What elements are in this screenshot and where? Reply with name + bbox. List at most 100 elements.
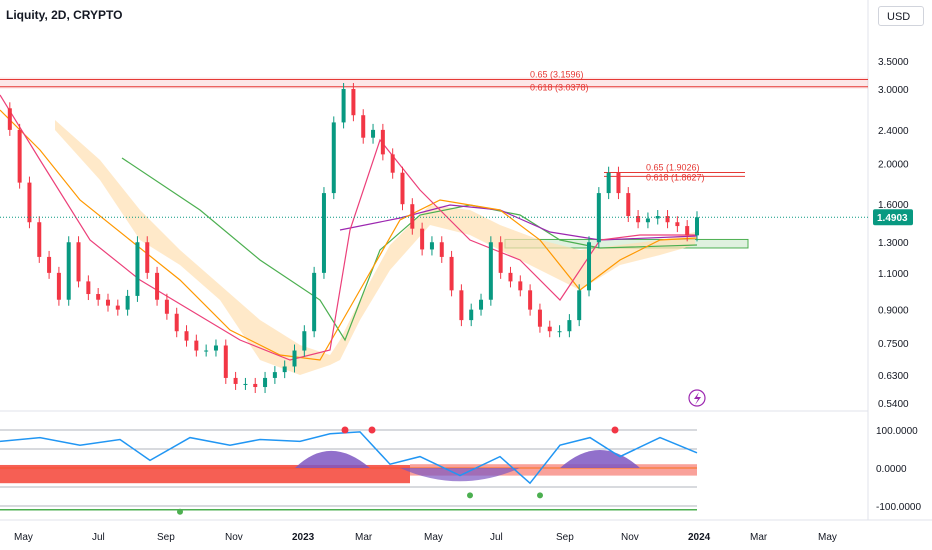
candle-body (115, 305, 120, 310)
price-tick: 3.0000 (878, 85, 909, 96)
candle-body (636, 216, 641, 223)
candle-body (145, 242, 150, 273)
candle-body (135, 242, 140, 296)
time-tick: Jul (92, 532, 105, 543)
osc-tick: 100.0000 (876, 426, 918, 437)
candle-body (567, 320, 572, 332)
fib-label: 0.618 (1.8627) (646, 172, 705, 182)
chart-title: Liquity, 2D, CRYPTO (6, 8, 123, 22)
candle-body (7, 108, 12, 130)
price-tick: 1.1000 (878, 269, 909, 280)
candle-body (17, 129, 22, 183)
candle-body (66, 242, 71, 300)
price-tick: 0.7500 (878, 339, 909, 350)
time-tick: May (818, 532, 837, 543)
candle-body (302, 331, 307, 351)
candle-body (577, 290, 582, 321)
currency-selector[interactable]: USD (878, 6, 924, 26)
candle-body (56, 272, 61, 300)
candle-body (125, 295, 130, 310)
price-tick: 0.6300 (878, 371, 909, 382)
candle-body (469, 309, 474, 321)
candle-body (537, 309, 542, 327)
candle-body (184, 331, 189, 341)
candle-body (380, 129, 385, 155)
candle-body (400, 172, 405, 205)
candle-body (351, 89, 356, 116)
time-tick: Nov (225, 532, 243, 543)
candle-body (439, 242, 444, 257)
fib-zone-top (0, 77, 868, 89)
osc-tick: -100.0000 (876, 502, 921, 513)
fib-label: 0.65 (3.1596) (530, 70, 584, 80)
osc-red-hist-2 (410, 464, 697, 476)
osc-signal-dot (341, 426, 349, 434)
price-tick: 3.5000 (878, 57, 909, 68)
time-tick: Mar (750, 532, 768, 543)
candle-body (233, 377, 238, 384)
osc-purple-hump (295, 450, 370, 468)
osc-signal-dot (467, 492, 473, 499)
candle-body (361, 115, 366, 138)
time-tick: 2024 (688, 532, 711, 543)
time-tick: Sep (556, 532, 574, 543)
candle-body (645, 218, 650, 223)
candle-body (488, 242, 493, 300)
ma-band (55, 120, 695, 375)
ma-orange (0, 109, 698, 361)
price-tick: 0.9000 (878, 306, 909, 317)
candle-body (164, 299, 169, 314)
fib-label: 0.618 (3.0378) (530, 83, 589, 93)
candle-body (213, 345, 218, 351)
alert-icon (688, 389, 706, 407)
candle-body (518, 281, 523, 291)
price-tick: 2.4000 (878, 126, 909, 137)
candle-body (174, 313, 179, 332)
candle-body (194, 340, 199, 351)
lightning-icon (694, 392, 701, 405)
candle-body (96, 294, 101, 300)
candle-body (606, 172, 611, 194)
candle-body (253, 383, 258, 388)
candle-body (459, 290, 464, 321)
candle-body (292, 350, 297, 367)
last-price-badge (873, 209, 913, 226)
fib-label: 0.65 (1.9026) (646, 162, 700, 172)
candle-body (429, 242, 434, 250)
time-tick: May (14, 532, 33, 543)
candle-body (449, 256, 454, 291)
candle-body (37, 222, 42, 257)
time-tick: Jul (490, 532, 503, 543)
candle-body (390, 154, 395, 173)
candle-body (272, 372, 277, 378)
price-tick: 2.0000 (878, 159, 909, 170)
osc-purple-dip (400, 468, 520, 482)
price-tick: 1.3000 (878, 238, 909, 249)
osc-signal-dot (611, 426, 619, 434)
osc-signal-dot (368, 426, 376, 434)
candle-body (86, 281, 91, 295)
candle-body (596, 193, 601, 243)
candle-body (76, 242, 81, 282)
candle-body (410, 204, 415, 229)
candle-body (616, 172, 621, 194)
candle-body (626, 193, 631, 217)
candle-body (155, 272, 160, 300)
time-tick: Sep (157, 532, 175, 543)
candle-body (105, 299, 110, 306)
ma-green (121, 157, 698, 342)
candle-body (587, 242, 592, 291)
price-tick: 1.6000 (878, 200, 909, 211)
candle-body (675, 222, 680, 227)
osc-tick: 0.0000 (876, 464, 907, 475)
candle-body (557, 331, 562, 333)
candle-body (27, 182, 32, 223)
candle-body (665, 216, 670, 223)
candle-body (685, 226, 690, 236)
time-tick: Nov (621, 532, 639, 543)
candle-body (547, 326, 552, 332)
osc-purple-hump-2 (560, 449, 640, 468)
candle-body (312, 272, 317, 332)
